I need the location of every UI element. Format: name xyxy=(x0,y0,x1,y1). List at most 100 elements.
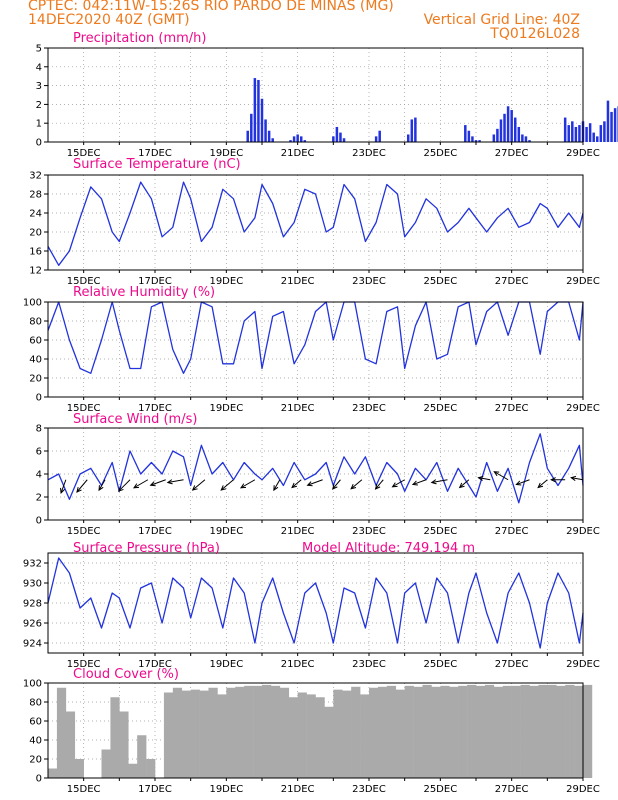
wind-arrow xyxy=(76,479,88,493)
bar xyxy=(324,706,334,778)
bar xyxy=(471,136,474,142)
wind-arrow-head xyxy=(570,475,577,481)
bar xyxy=(226,687,236,778)
wind-arrow-head xyxy=(60,487,65,494)
y-tick-label: 32 xyxy=(29,171,42,182)
x-tick-label: 29DEC xyxy=(566,403,600,414)
wind-arrow-shaft xyxy=(412,479,427,486)
rh-title: Relative Humidity (%) xyxy=(73,285,215,300)
bar xyxy=(567,125,570,142)
bar xyxy=(271,138,274,142)
bar xyxy=(592,132,595,142)
bar xyxy=(565,684,575,778)
bar xyxy=(404,685,414,778)
bar xyxy=(599,125,603,142)
wind-arrow-shaft xyxy=(537,479,548,488)
bar xyxy=(511,685,521,778)
x-tick-label: 15DEC xyxy=(67,784,101,795)
bar xyxy=(563,117,567,142)
bar xyxy=(378,130,381,142)
pressure-panel: 924 926 928 930 932 15DEC 17DEC 19DEC 21DEC 23DEC… xyxy=(23,541,600,670)
wind-arrow xyxy=(98,479,106,492)
y-tick-label: 4 xyxy=(36,470,42,481)
wind-arrow xyxy=(166,479,184,485)
wind-arrow xyxy=(240,479,256,489)
wind-arrow-shaft xyxy=(133,479,149,489)
bar xyxy=(467,130,471,142)
x-tick-label: 21DEC xyxy=(281,276,315,287)
wind-arrow-shaft xyxy=(98,479,106,491)
bar xyxy=(449,686,459,778)
wind-arrow xyxy=(332,479,341,490)
wind-arrow xyxy=(291,479,302,489)
bar xyxy=(571,121,574,142)
wind-arrow xyxy=(570,475,584,481)
bar xyxy=(351,686,361,778)
x-tick-label: 25DEC xyxy=(423,403,457,414)
wind-arrow xyxy=(374,479,384,490)
bar xyxy=(583,684,593,778)
x-tick-label: 29DEC xyxy=(566,148,600,159)
wind-arrow-head xyxy=(220,485,227,491)
wind-arrow-shaft xyxy=(291,479,302,488)
x-tick-label: 15DEC xyxy=(67,403,101,414)
temp-frame xyxy=(47,174,584,271)
x-tick-label: 23DEC xyxy=(352,784,386,795)
bar xyxy=(217,694,227,778)
y-tick-label: 5 xyxy=(36,44,42,55)
x-tick-label: 29DEC xyxy=(566,526,600,537)
bar xyxy=(467,684,477,778)
bar xyxy=(588,123,592,142)
bar xyxy=(296,134,299,142)
y-tick-label: 924 xyxy=(23,639,42,650)
y-tick-label: 20 xyxy=(29,374,42,385)
wind-arrow-shaft xyxy=(392,479,405,488)
wind-arrow-shaft xyxy=(150,479,166,486)
bar xyxy=(264,119,267,142)
y-tick-label: 2 xyxy=(36,493,42,504)
cloud-panel: 0 20 40 60 80 100 15DEC 17DEC 19DEC 21DEC 23DEC 25D… xyxy=(23,667,600,795)
x-tick-label: 17DEC xyxy=(138,659,172,670)
x-tick-label: 27DEC xyxy=(495,403,529,414)
y-tick-label: 0 xyxy=(36,774,42,785)
wind-arrow-shaft xyxy=(493,471,509,481)
bar xyxy=(163,692,174,778)
wind-arrow xyxy=(60,479,67,494)
x-tick-label: 19DEC xyxy=(209,784,243,795)
x-tick-label: 17DEC xyxy=(138,526,172,537)
wind-arrow xyxy=(191,479,206,491)
bar xyxy=(521,134,524,142)
bar xyxy=(414,117,417,142)
y-tick-label: 40 xyxy=(29,736,42,747)
bar xyxy=(208,687,218,778)
bar xyxy=(524,136,528,142)
wind-arrow-head xyxy=(430,479,437,485)
header-datetime: 14DEC2020 40Z (GMT) xyxy=(28,12,190,28)
bar xyxy=(246,130,249,142)
wind-arrow-head xyxy=(291,482,298,489)
bar xyxy=(137,735,147,778)
bar xyxy=(517,126,521,142)
x-tick-label: 25DEC xyxy=(423,784,457,795)
bar xyxy=(335,126,339,142)
wind-arrow-shaft xyxy=(118,479,131,492)
bar xyxy=(369,687,379,778)
bar xyxy=(257,79,260,142)
precip-frame xyxy=(47,47,584,143)
bar xyxy=(386,685,397,778)
wind-arrow-head xyxy=(550,477,556,483)
bar xyxy=(267,130,271,142)
wind-arrow-shaft xyxy=(350,479,363,490)
x-tick-label: 15DEC xyxy=(67,276,101,287)
bar xyxy=(297,692,307,778)
bar xyxy=(503,113,506,142)
y-tick-label: 926 xyxy=(23,619,42,630)
wind-frame xyxy=(47,427,584,521)
bar xyxy=(547,684,557,778)
wind-arrow xyxy=(220,479,234,491)
bar xyxy=(288,697,298,778)
bar xyxy=(253,78,257,142)
wind-arrow xyxy=(458,479,470,489)
x-tick-label: 21DEC xyxy=(281,148,315,159)
